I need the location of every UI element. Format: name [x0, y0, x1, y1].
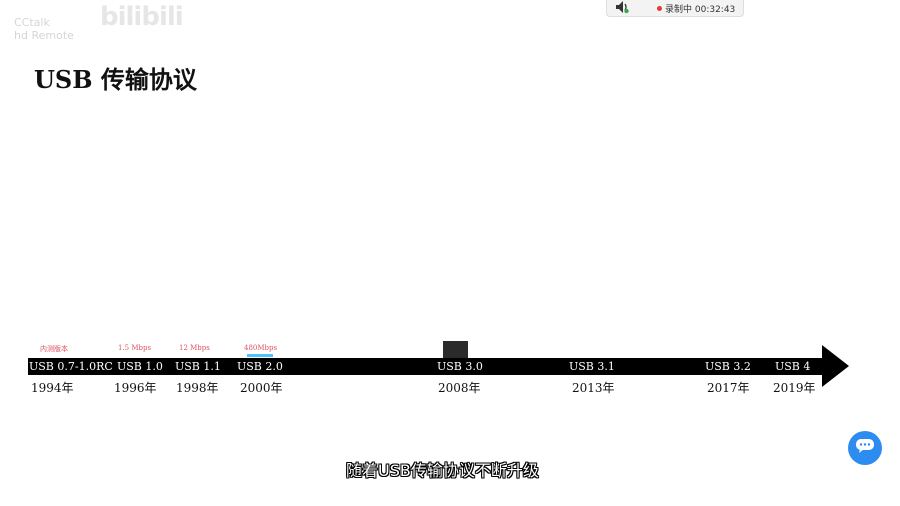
usb-version-label: USB 0.7-1.0RC: [29, 360, 113, 373]
timeline-bar: [28, 358, 824, 375]
year-label: 2013年: [572, 381, 615, 395]
usb-version-label: USB 4: [775, 360, 811, 373]
usb-version-label: USB 1.1: [175, 360, 221, 373]
chat-bubble-icon: [855, 438, 875, 458]
year-label: 2008年: [438, 381, 481, 395]
year-label: 2017年: [707, 381, 750, 395]
year-label: 1994年: [31, 381, 74, 395]
usb-version-label: USB 2.0: [237, 360, 283, 373]
video-watermark: CCtalk hd Remote: [14, 16, 74, 42]
usb-version-label: USB 3.0: [437, 360, 483, 373]
year-label: 2000年: [240, 381, 283, 395]
watermark-line-2: hd Remote: [14, 29, 74, 42]
timeline-arrow-icon: [822, 345, 849, 387]
recording-toolbar: 录制中 00:32:43: [606, 0, 744, 17]
speed-label: 480Mbps: [244, 344, 278, 352]
year-label: 1998年: [176, 381, 219, 395]
record-dot-icon: [657, 5, 662, 11]
speed-label: 1.5 Mbps: [118, 344, 152, 352]
recording-status: 录制中 00:32:43: [665, 4, 736, 15]
bilibili-logo: bilibili: [100, 2, 184, 32]
float-chat-button[interactable]: [848, 431, 882, 465]
video-subtitle: 随着USB传输协议不断升级: [346, 461, 539, 480]
slide-title: USB 传输协议: [34, 65, 197, 94]
highlight-block: [443, 341, 468, 358]
speed-label: 内测版本: [40, 345, 68, 353]
usb-version-label: USB 3.2: [705, 360, 751, 373]
usb-version-label: USB 3.1: [569, 360, 615, 373]
speed-label: 12 Mbps: [179, 344, 210, 352]
speaker-icon[interactable]: [607, 0, 631, 17]
year-label: 1996年: [114, 381, 157, 395]
usb-version-label: USB 1.0: [117, 360, 163, 373]
watermark-line-1: CCtalk: [14, 16, 50, 29]
year-label: 2019年: [773, 381, 816, 395]
speed-accent-line: [247, 354, 273, 357]
